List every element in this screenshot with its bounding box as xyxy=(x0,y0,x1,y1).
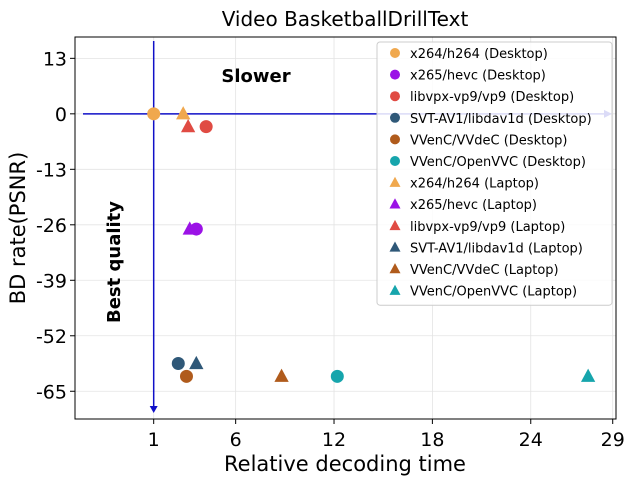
x-tick-label: 24 xyxy=(519,429,543,451)
legend-label: VVenC/OpenVVC (Laptop) xyxy=(410,285,577,300)
annotation-slower: Slower xyxy=(221,66,290,87)
legend-label: SVT-AV1/libdav1d (Desktop) xyxy=(410,112,592,127)
legend-label: SVT-AV1/libdav1d (Laptop) xyxy=(410,241,583,256)
legend-marker xyxy=(389,284,401,295)
circle-point xyxy=(330,369,344,383)
legend-marker xyxy=(390,112,400,123)
legend-marker xyxy=(390,91,400,102)
y-tick-label: 0 xyxy=(55,104,67,126)
data-points xyxy=(147,106,596,383)
legend-marker xyxy=(390,69,400,80)
down-arrowhead xyxy=(149,406,158,413)
legend-marker xyxy=(390,48,400,58)
triangle-point xyxy=(182,221,197,235)
legend-label: VVenC/VVdeC (Laptop) xyxy=(410,263,559,278)
y-tick-label: -39 xyxy=(36,270,67,292)
y-tick-label: -13 xyxy=(36,159,67,181)
legend-marker xyxy=(389,176,401,187)
x-tick-label: 18 xyxy=(420,429,444,451)
legend-marker xyxy=(390,156,400,166)
triangle-point xyxy=(580,368,596,382)
legend-label: libvpx-vp9/vp9 (Desktop) xyxy=(410,90,574,105)
legend-label: VVenC/OpenVVC (Desktop) xyxy=(410,155,586,170)
legend-marker xyxy=(389,219,401,231)
y-tick-label: -65 xyxy=(36,381,67,403)
plot-frame xyxy=(74,36,617,420)
legend-marker xyxy=(389,263,401,274)
circle-point xyxy=(179,369,193,383)
y-axis-label: BD rate(PSNR) xyxy=(6,152,30,305)
annotation-best-quality: Best quality xyxy=(104,201,125,323)
chart-title: Video BasketballDrillText xyxy=(222,7,469,31)
triangle-point xyxy=(176,106,191,120)
legend-label: libvpx-vp9/vp9 (Laptop) xyxy=(410,220,565,235)
circle-point xyxy=(171,357,185,371)
legend-label: x265/hevc (Desktop) xyxy=(410,69,546,84)
triangle-point xyxy=(274,368,289,382)
legend-marker xyxy=(389,198,401,209)
y-tick-label: -52 xyxy=(36,326,67,348)
circle-point xyxy=(147,107,161,121)
y-tick-label: 13 xyxy=(43,48,67,70)
x-axis-ticks: 1 6 12 18 24 29 xyxy=(148,419,625,451)
y-axis-ticks: 13 0 -13 -26 -39 -52 -65 xyxy=(36,48,75,403)
legend-label: x264/h264 (Desktop) xyxy=(410,47,548,62)
legend-label: x265/hevc (Laptop) xyxy=(410,198,537,213)
x-axis-label: Relative decoding time xyxy=(224,452,466,476)
triangle-point xyxy=(180,118,196,133)
legend-marker xyxy=(389,241,401,252)
x-tick-label: 12 xyxy=(322,429,346,451)
legend-marker xyxy=(390,134,400,145)
legend-box xyxy=(376,41,613,306)
x-tick-label: 1 xyxy=(148,429,160,451)
legend-label: VVenC/VVdeC (Desktop) xyxy=(410,133,567,148)
circle-point xyxy=(199,120,213,134)
y-tick-label: -26 xyxy=(36,215,67,237)
legend-label: x264/h264 (Laptop) xyxy=(410,177,539,192)
x-tick-label: 6 xyxy=(230,429,242,451)
x-tick-label: 29 xyxy=(601,429,625,451)
legend: x264/h264 (Desktop) x265/hevc (Desktop) li… xyxy=(376,41,613,306)
triangle-point xyxy=(189,355,204,370)
